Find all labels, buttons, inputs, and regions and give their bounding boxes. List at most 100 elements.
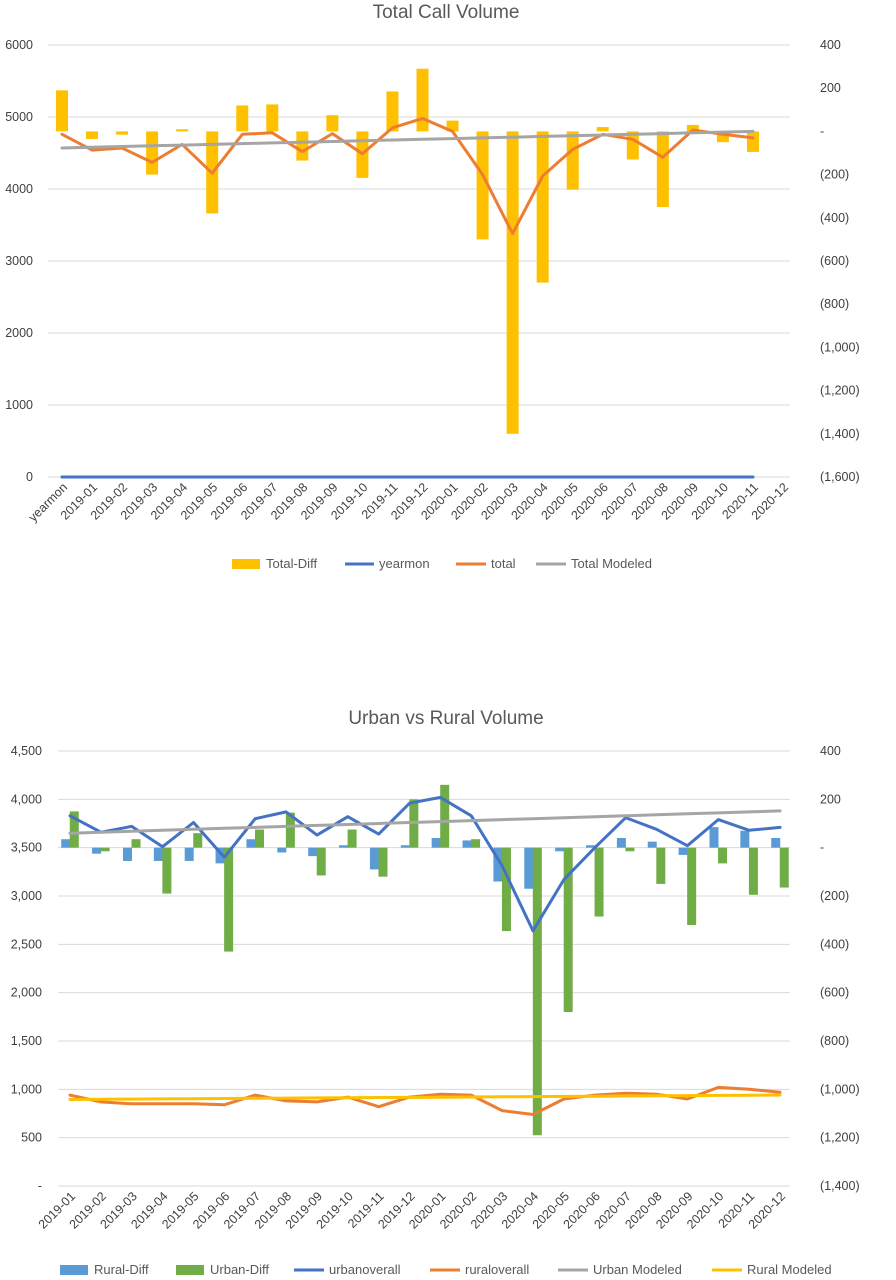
left-tick-label: 3,000: [11, 889, 42, 903]
left-tick-label: 4,500: [11, 744, 42, 758]
right-tick-label: (200): [820, 168, 849, 182]
line-urban-modeled: [68, 809, 782, 835]
right-tick-label: (1,400): [820, 427, 860, 441]
right-tick-label: (1,200): [820, 384, 860, 398]
right-tick-label: (800): [820, 297, 849, 311]
bar-rural-diff: [555, 847, 565, 852]
right-tick-label: (1,000): [820, 1082, 860, 1096]
bar-total-diff: [716, 131, 729, 143]
chart-1-title: Total Call Volume: [373, 2, 520, 23]
left-tick-label: 1,500: [11, 1034, 42, 1048]
right-tick-label: (600): [820, 254, 849, 268]
bar-urban-diff: [779, 847, 789, 888]
legend-swatch-rural-diff: [60, 1265, 88, 1275]
right-tick-label: (1,000): [820, 340, 860, 354]
chart-1-right-axis: (1,600) (1,400) (1,200) (1,000) (800) (600) (4…: [820, 38, 860, 484]
bar-total-diff: [176, 129, 189, 132]
legend-swatch-urban-diff: [176, 1265, 204, 1275]
bar-total-diff: [596, 127, 609, 132]
bar-urban-diff: [532, 847, 542, 1136]
chart-1-lines: [60, 116, 755, 479]
bar-total-diff: [446, 120, 459, 132]
bar-rural-diff: [308, 847, 318, 857]
bar-rural-diff: [246, 839, 256, 848]
bar-rural-diff: [493, 847, 503, 882]
legend-item-rural-modeled: Rural Modeled: [712, 1262, 832, 1277]
bar-total-diff: [386, 91, 399, 132]
right-tick-label: (1,400): [820, 1179, 860, 1193]
bar-total-diff: [506, 131, 519, 434]
bar-rural-diff: [740, 830, 750, 848]
chart-2-gridlines: [58, 750, 790, 1187]
bar-rural-diff: [616, 838, 626, 848]
chart-2-lines: [68, 795, 782, 1116]
chart-2-right-axis: (1,400) (1,200) (1,000) (800) (600) (400) (200…: [820, 744, 860, 1193]
left-tick-label: 1,000: [11, 1082, 42, 1096]
legend-label-total-diff: Total-Diff: [266, 556, 317, 571]
bar-rural-diff: [153, 847, 163, 861]
legend-label-rural-diff: Rural-Diff: [94, 1262, 149, 1277]
bar-urban-diff: [100, 847, 110, 852]
bar-rural-diff: [771, 838, 781, 848]
bar-rural-diff: [92, 847, 102, 854]
bar-urban-diff: [748, 847, 758, 895]
bar-urban-diff: [594, 847, 604, 917]
chart-1-left-axis: 0 1000 2000 3000 4000 5000 6000: [5, 38, 33, 484]
bar-total-diff: [746, 131, 759, 152]
bar-rural-diff: [339, 845, 349, 848]
legend-swatch-total-diff: [232, 559, 260, 569]
bar-rural-diff: [647, 841, 657, 848]
bar-rural-diff: [524, 847, 534, 889]
bar-total-diff: [656, 131, 669, 207]
bar-rural-diff: [215, 847, 225, 864]
right-tick-label: 400: [820, 38, 841, 52]
right-tick-label: -: [820, 124, 824, 138]
bar-total-diff: [266, 104, 279, 132]
right-tick-label: (1,600): [820, 470, 860, 484]
line-total-modeled: [60, 129, 755, 150]
right-tick-label: (1,200): [820, 1131, 860, 1145]
right-tick-label: 200: [820, 81, 841, 95]
bar-total-diff: [116, 131, 129, 135]
chart-2-left-axis: - 500 1,000 1,500 2,000 2,500 3,000 3,500 4,000 4…: [11, 744, 42, 1193]
bar-urban-diff: [347, 829, 357, 848]
bar-urban-diff: [193, 833, 203, 848]
bar-total-diff: [326, 115, 339, 132]
bar-rural-diff: [709, 827, 719, 848]
legend-label-ruraloverall: ruraloverall: [465, 1262, 529, 1277]
legend-label-urbanoverall: urbanoverall: [329, 1262, 401, 1277]
bar-rural-diff: [61, 839, 71, 848]
left-tick-label: 4000: [5, 182, 33, 196]
bar-urban-diff: [501, 847, 511, 932]
bar-urban-diff: [471, 839, 481, 848]
legend-label-urban-modeled: Urban Modeled: [593, 1262, 682, 1277]
chart-1-bars: [56, 68, 759, 434]
left-tick-label: 3000: [5, 254, 33, 268]
legend-item-rural-diff: Rural-Diff: [60, 1262, 149, 1277]
left-tick-label: 4,000: [11, 792, 42, 806]
bar-rural-diff: [462, 840, 472, 848]
legend-label-yearmon: yearmon: [379, 556, 430, 571]
left-tick-label: 2,500: [11, 937, 42, 951]
left-tick-label: 5000: [5, 110, 33, 124]
chart-1-legend: Total-Diff yearmon total Total Modeled: [232, 556, 652, 571]
legend-label-urban-diff: Urban-Diff: [210, 1262, 269, 1277]
bar-total-diff: [56, 90, 68, 132]
legend-item-total: total: [456, 556, 516, 571]
chart-2-bars: [61, 784, 789, 1136]
bar-urban-diff: [440, 784, 450, 848]
bar-rural-diff: [369, 847, 379, 870]
left-tick-label: 500: [21, 1131, 42, 1145]
bar-total-diff: [476, 131, 489, 240]
bar-total-diff: [146, 131, 159, 175]
bar-urban-diff: [625, 847, 635, 852]
bar-urban-diff: [563, 847, 573, 1012]
bar-urban-diff: [285, 812, 295, 848]
legend-item-urban-modeled: Urban Modeled: [558, 1262, 682, 1277]
left-tick-label: 2,000: [11, 986, 42, 1000]
legend-label-rural-modeled: Rural Modeled: [747, 1262, 832, 1277]
legend-label-total: total: [491, 556, 516, 571]
left-tick-label: 3,500: [11, 841, 42, 855]
bar-rural-diff: [400, 845, 410, 848]
